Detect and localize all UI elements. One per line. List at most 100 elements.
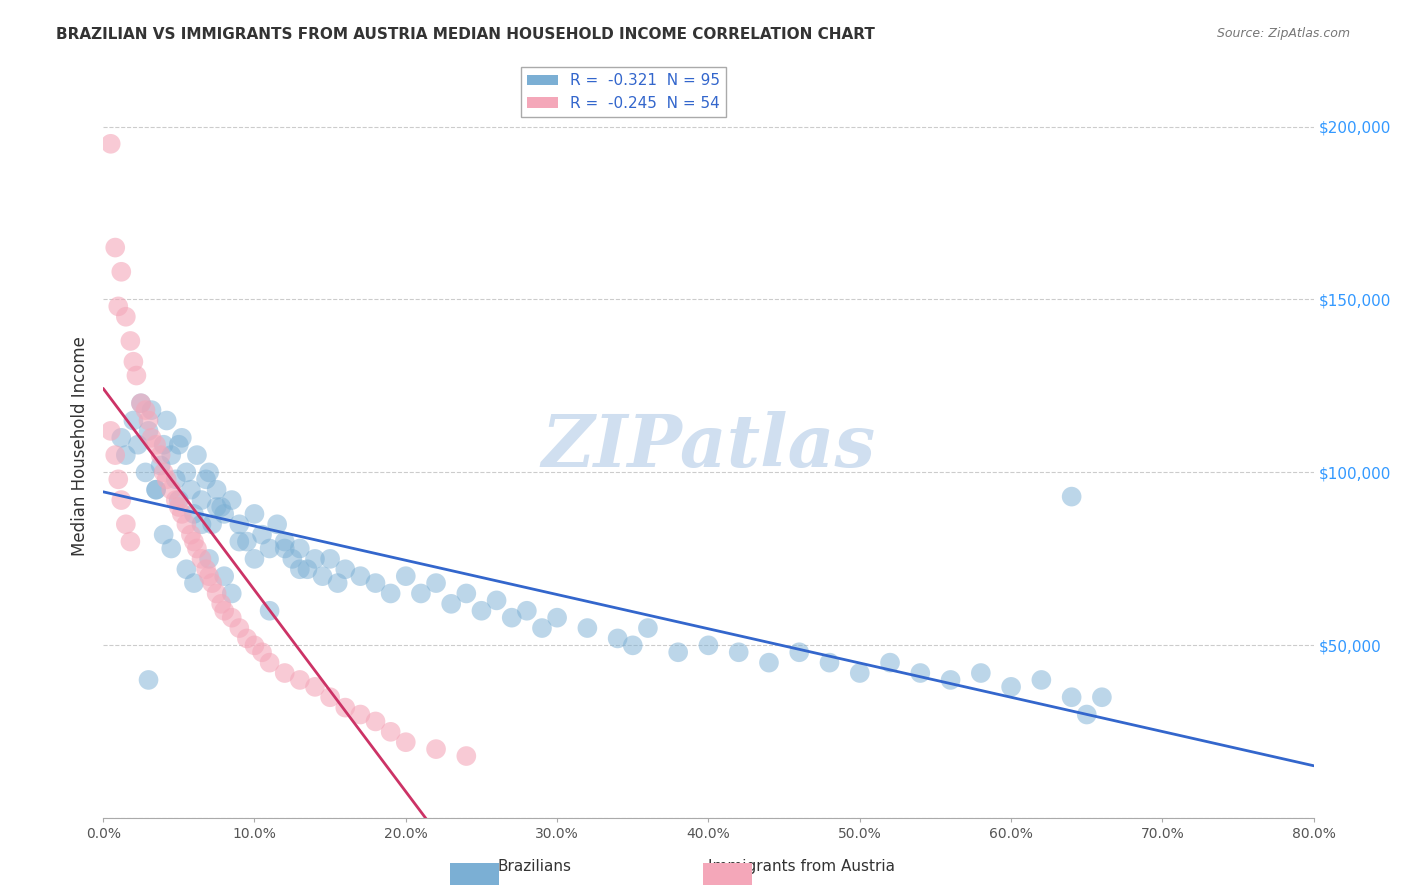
Point bbox=[201, 517, 224, 532]
Point bbox=[134, 403, 156, 417]
Text: BRAZILIAN VS IMMIGRANTS FROM AUSTRIA MEDIAN HOUSEHOLD INCOME CORRELATION CHART: BRAZILIAN VS IMMIGRANTS FROM AUSTRIA MED… bbox=[56, 27, 875, 42]
Point bbox=[186, 448, 208, 462]
Point bbox=[364, 576, 387, 591]
Point bbox=[349, 569, 371, 583]
Point bbox=[114, 448, 136, 462]
Point bbox=[205, 483, 228, 497]
Point bbox=[138, 424, 160, 438]
Point bbox=[243, 638, 266, 652]
Point bbox=[380, 586, 402, 600]
Point bbox=[160, 448, 183, 462]
Point bbox=[141, 431, 163, 445]
Point bbox=[100, 424, 122, 438]
Point bbox=[621, 638, 644, 652]
Point bbox=[183, 576, 205, 591]
Point bbox=[209, 597, 232, 611]
Point bbox=[156, 413, 179, 427]
Point bbox=[228, 621, 250, 635]
Point bbox=[205, 500, 228, 514]
Point bbox=[129, 396, 152, 410]
Point bbox=[170, 507, 193, 521]
Point bbox=[190, 517, 212, 532]
Point bbox=[637, 621, 659, 635]
Point bbox=[212, 569, 235, 583]
Point bbox=[138, 413, 160, 427]
Point bbox=[666, 645, 689, 659]
Point bbox=[145, 483, 167, 497]
Point bbox=[395, 735, 418, 749]
Point bbox=[183, 534, 205, 549]
Point bbox=[879, 656, 901, 670]
Point bbox=[335, 562, 357, 576]
Point bbox=[114, 517, 136, 532]
Point bbox=[195, 562, 218, 576]
Point bbox=[145, 438, 167, 452]
Point bbox=[228, 534, 250, 549]
Point bbox=[311, 569, 333, 583]
Point bbox=[160, 483, 183, 497]
Point bbox=[190, 552, 212, 566]
Point bbox=[201, 576, 224, 591]
Point bbox=[326, 576, 349, 591]
Point bbox=[100, 136, 122, 151]
Point bbox=[1060, 690, 1083, 705]
Point bbox=[212, 604, 235, 618]
Point bbox=[167, 438, 190, 452]
Point bbox=[1076, 707, 1098, 722]
Point bbox=[107, 299, 129, 313]
Point bbox=[319, 690, 342, 705]
Text: Source: ZipAtlas.com: Source: ZipAtlas.com bbox=[1216, 27, 1350, 40]
Point bbox=[156, 472, 179, 486]
Point bbox=[195, 472, 218, 486]
Point bbox=[190, 493, 212, 508]
Point bbox=[127, 438, 149, 452]
Point bbox=[259, 604, 281, 618]
Point bbox=[152, 438, 174, 452]
Point bbox=[910, 666, 932, 681]
Point bbox=[165, 472, 187, 486]
Point bbox=[970, 666, 993, 681]
Point bbox=[228, 517, 250, 532]
Point bbox=[274, 534, 297, 549]
Point bbox=[221, 610, 243, 624]
Point bbox=[456, 586, 478, 600]
Point bbox=[110, 431, 132, 445]
Point bbox=[198, 552, 221, 566]
Point bbox=[134, 466, 156, 480]
Point bbox=[266, 517, 288, 532]
Point bbox=[122, 355, 145, 369]
Point bbox=[152, 527, 174, 541]
Point bbox=[198, 466, 221, 480]
Point bbox=[516, 604, 538, 618]
Point bbox=[395, 569, 418, 583]
Point bbox=[152, 466, 174, 480]
Point bbox=[727, 645, 749, 659]
Point bbox=[274, 666, 297, 681]
Point bbox=[243, 552, 266, 566]
Point bbox=[1091, 690, 1114, 705]
Point bbox=[107, 472, 129, 486]
Point bbox=[259, 656, 281, 670]
Point bbox=[274, 541, 297, 556]
Point bbox=[186, 541, 208, 556]
Point bbox=[546, 610, 568, 624]
Point bbox=[576, 621, 599, 635]
Point bbox=[456, 749, 478, 764]
Point bbox=[530, 621, 553, 635]
Point bbox=[221, 586, 243, 600]
Point bbox=[288, 673, 311, 687]
Point bbox=[145, 483, 167, 497]
Point bbox=[110, 493, 132, 508]
Point bbox=[120, 334, 142, 348]
Point bbox=[236, 632, 259, 646]
Point bbox=[141, 403, 163, 417]
Point bbox=[198, 569, 221, 583]
Point bbox=[149, 458, 172, 473]
Point bbox=[125, 368, 148, 383]
Point bbox=[243, 507, 266, 521]
Text: ZIPatlas: ZIPatlas bbox=[541, 411, 876, 482]
Point bbox=[165, 493, 187, 508]
Point bbox=[104, 448, 127, 462]
Point bbox=[129, 396, 152, 410]
Point bbox=[250, 527, 273, 541]
